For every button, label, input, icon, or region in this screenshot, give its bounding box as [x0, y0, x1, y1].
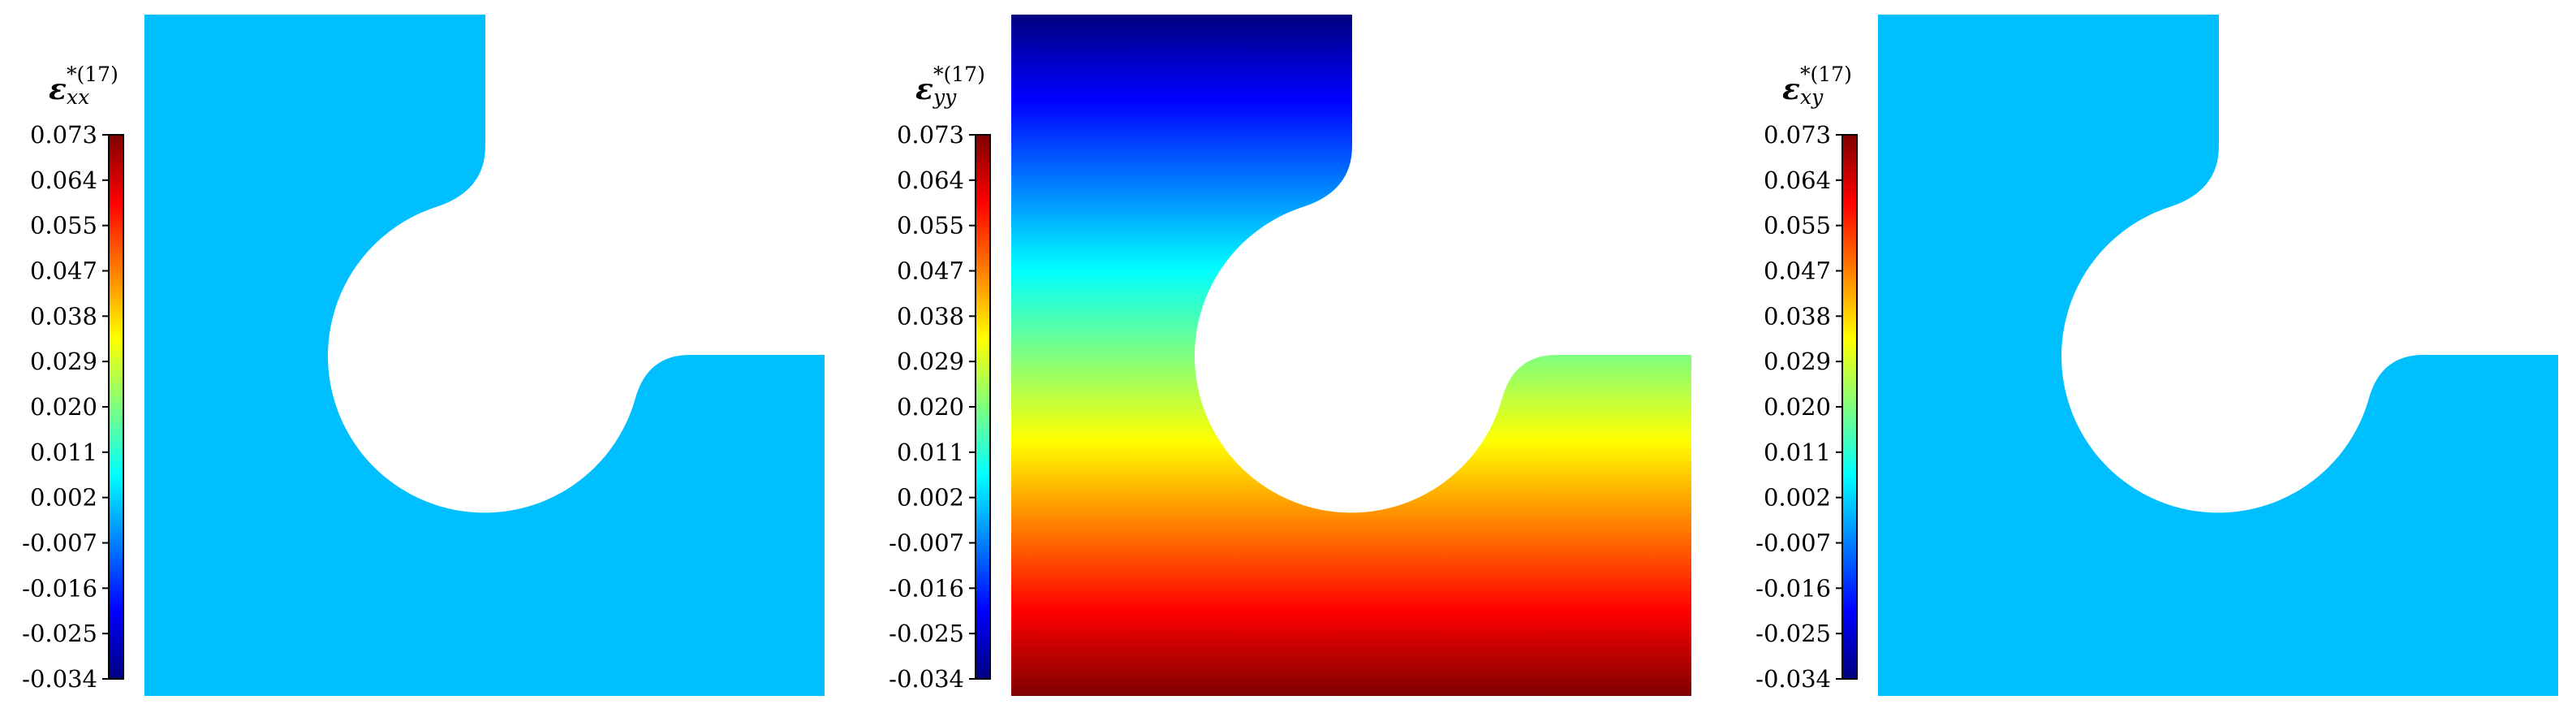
colorbar-tick-label: -0.007: [22, 529, 97, 557]
colorbar-tick-label: -0.025: [22, 620, 97, 647]
colorbar-tick-label: 0.038: [1764, 302, 1831, 330]
colorbar-tick-label: -0.034: [22, 665, 97, 693]
colorbar-tick-label: -0.007: [1755, 529, 1831, 557]
colorbar-tick-label: -0.034: [1755, 665, 1831, 693]
colorbar-tick-label: 0.011: [1764, 439, 1831, 466]
colorbar-tick-label: -0.016: [889, 574, 964, 602]
colorbar-tick-label: -0.025: [889, 620, 964, 647]
colorbar-tick-label: 0.020: [1764, 393, 1831, 421]
colorbar-tick-label: 0.020: [897, 393, 964, 421]
colorbar-tick-label: 0.002: [1764, 484, 1831, 512]
colorbar-tick-label: -0.034: [889, 665, 964, 693]
colorbar-tick-label: 0.011: [897, 439, 964, 466]
colorbar-tick-label: 0.073: [897, 121, 964, 149]
colorbar-tick-label: 0.047: [897, 257, 964, 285]
colorbar-tick-label: 0.064: [1764, 166, 1831, 194]
panel-exy: 0.073 0.064 0.055 0.047 0.038 0.029 0.020 0.011…: [1755, 15, 2558, 696]
colorbar-tick-label: 0.055: [30, 212, 97, 240]
colorbar-tick-label: 0.064: [30, 166, 97, 194]
colorbar-tick-label: 0.073: [30, 121, 97, 149]
colorbar-tick-label: 0.047: [30, 257, 97, 285]
colorbar-tick-label: 0.038: [897, 302, 964, 330]
variable-symbol: ε: [1782, 72, 1800, 106]
colorbar-tick-label: -0.016: [1755, 574, 1831, 602]
colorbar-tick-label: -0.025: [1755, 620, 1831, 647]
panel-exx: 0.073 0.064 0.055 0.047 0.038 0.029 0.020 0.011…: [22, 15, 825, 696]
colorbar-tick-label: -0.007: [889, 529, 964, 557]
colorbar-tick-label: 0.002: [897, 484, 964, 512]
colorbar: [975, 134, 991, 680]
colorbar-tick-label: 0.020: [30, 393, 97, 421]
colorbar-tick-label: 0.055: [897, 212, 964, 240]
strain-field-exx: [144, 15, 825, 696]
variable-subscript: xy: [1800, 85, 1824, 109]
variable-symbol: ε: [49, 72, 67, 106]
colorbar: [1842, 134, 1858, 680]
colorbar-tick-label: 0.029: [1764, 348, 1831, 375]
variable-subscript: xx: [67, 85, 89, 109]
strain-field-eyy: [1011, 15, 1691, 696]
variable-superscript: *(17): [1800, 63, 1852, 86]
colorbar-tick-label: 0.064: [897, 166, 964, 194]
colorbar-tick-label: 0.002: [30, 484, 97, 512]
variable-superscript: *(17): [67, 63, 118, 86]
colorbar-tick-label: -0.016: [22, 574, 97, 602]
colorbar-tick-label: 0.029: [897, 348, 964, 375]
strain-field-exy: [1878, 15, 2558, 696]
colorbar-tick-label: 0.011: [30, 439, 97, 466]
colorbar-tick-label: 0.047: [1764, 257, 1831, 285]
panels: 0.073 0.064 0.055 0.047 0.038 0.029 0.020 0.011…: [22, 15, 2558, 696]
variable-subscript: yy: [933, 85, 957, 109]
colorbar-tick-label: 0.038: [30, 302, 97, 330]
colorbar-tick-label: 0.073: [1764, 121, 1831, 149]
variable-superscript: *(17): [933, 63, 985, 86]
colorbar: [108, 134, 124, 680]
colorbar-tick-label: 0.029: [30, 348, 97, 375]
panel-eyy: 0.073 0.064 0.055 0.047 0.038 0.029 0.020 0.011…: [889, 15, 1691, 696]
variable-symbol: ε: [915, 72, 933, 106]
colorbar-tick-label: 0.055: [1764, 212, 1831, 240]
